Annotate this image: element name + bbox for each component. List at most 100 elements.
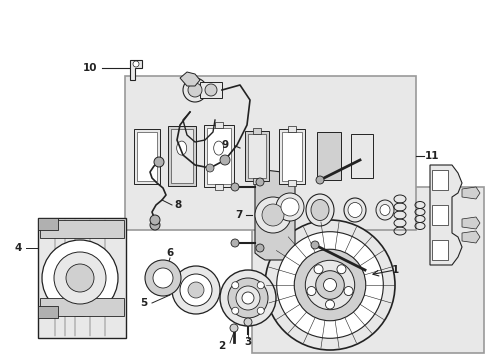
Circle shape xyxy=(256,244,264,252)
Ellipse shape xyxy=(213,141,223,155)
Text: 7: 7 xyxy=(235,210,242,220)
Circle shape xyxy=(315,176,324,184)
Bar xyxy=(350,134,372,178)
Circle shape xyxy=(231,307,238,314)
Polygon shape xyxy=(180,72,200,86)
Bar xyxy=(244,131,268,181)
Text: 1: 1 xyxy=(390,265,398,275)
Bar xyxy=(316,132,340,180)
Bar xyxy=(40,220,124,238)
Circle shape xyxy=(183,78,206,102)
Bar xyxy=(214,184,222,190)
Circle shape xyxy=(187,282,203,298)
Bar xyxy=(214,122,222,128)
Ellipse shape xyxy=(310,199,328,220)
Text: 8: 8 xyxy=(174,200,181,210)
Circle shape xyxy=(305,260,354,310)
Polygon shape xyxy=(461,217,479,229)
Text: 9: 9 xyxy=(221,140,228,150)
Text: 11: 11 xyxy=(424,151,438,161)
Circle shape xyxy=(54,252,106,304)
Text: 2: 2 xyxy=(218,341,225,351)
Circle shape xyxy=(264,220,394,350)
Polygon shape xyxy=(130,60,142,80)
Circle shape xyxy=(294,249,365,321)
Circle shape xyxy=(230,183,239,191)
Circle shape xyxy=(336,265,345,274)
Circle shape xyxy=(150,215,160,225)
Bar xyxy=(203,125,233,187)
Circle shape xyxy=(236,286,260,310)
Circle shape xyxy=(133,61,139,67)
Circle shape xyxy=(204,84,217,96)
Bar xyxy=(287,126,295,132)
Ellipse shape xyxy=(379,204,389,216)
Circle shape xyxy=(231,282,238,289)
Bar xyxy=(252,128,260,134)
Circle shape xyxy=(254,197,290,233)
Circle shape xyxy=(154,157,163,167)
Circle shape xyxy=(244,318,251,326)
Bar xyxy=(124,76,415,230)
Circle shape xyxy=(275,193,304,221)
Circle shape xyxy=(242,292,253,304)
Polygon shape xyxy=(429,165,461,265)
Bar xyxy=(133,129,160,184)
Circle shape xyxy=(310,241,318,249)
Circle shape xyxy=(229,324,238,332)
Circle shape xyxy=(145,260,181,296)
Bar xyxy=(200,82,222,98)
Circle shape xyxy=(344,287,352,296)
Bar xyxy=(137,132,156,181)
Circle shape xyxy=(205,164,214,172)
Circle shape xyxy=(220,270,275,326)
Polygon shape xyxy=(461,231,479,243)
Circle shape xyxy=(230,239,239,247)
Bar xyxy=(247,134,265,178)
Polygon shape xyxy=(254,170,294,260)
Bar xyxy=(38,218,126,338)
Circle shape xyxy=(66,264,94,292)
Ellipse shape xyxy=(375,200,393,220)
Circle shape xyxy=(150,220,160,230)
Bar xyxy=(278,129,304,184)
Text: 10: 10 xyxy=(82,63,97,73)
Text: 6: 6 xyxy=(166,248,173,258)
Circle shape xyxy=(257,307,264,314)
Circle shape xyxy=(306,287,315,296)
Bar xyxy=(38,306,58,318)
Polygon shape xyxy=(461,187,479,199)
Text: 4: 4 xyxy=(14,243,21,253)
Bar xyxy=(252,178,260,184)
Circle shape xyxy=(315,271,344,299)
Circle shape xyxy=(276,232,383,338)
Bar xyxy=(251,187,483,353)
Circle shape xyxy=(323,279,336,292)
Bar xyxy=(431,240,447,260)
Ellipse shape xyxy=(343,198,365,222)
Circle shape xyxy=(281,198,298,216)
Bar xyxy=(206,128,230,184)
Text: 3: 3 xyxy=(244,337,251,347)
Bar xyxy=(40,298,124,316)
Circle shape xyxy=(220,155,229,165)
Bar xyxy=(170,129,192,183)
Bar xyxy=(431,170,447,190)
Bar xyxy=(38,218,58,230)
Text: 5: 5 xyxy=(140,298,147,308)
Bar xyxy=(431,205,447,225)
Circle shape xyxy=(153,268,173,288)
Circle shape xyxy=(256,178,264,186)
Bar xyxy=(287,180,295,186)
Ellipse shape xyxy=(305,194,333,226)
Circle shape xyxy=(180,274,212,306)
Circle shape xyxy=(227,278,267,318)
Circle shape xyxy=(313,265,323,274)
Circle shape xyxy=(187,83,202,97)
Circle shape xyxy=(42,240,118,316)
Ellipse shape xyxy=(176,141,186,155)
Circle shape xyxy=(257,282,264,289)
Circle shape xyxy=(262,204,284,226)
Ellipse shape xyxy=(347,202,361,217)
Bar xyxy=(281,132,301,181)
